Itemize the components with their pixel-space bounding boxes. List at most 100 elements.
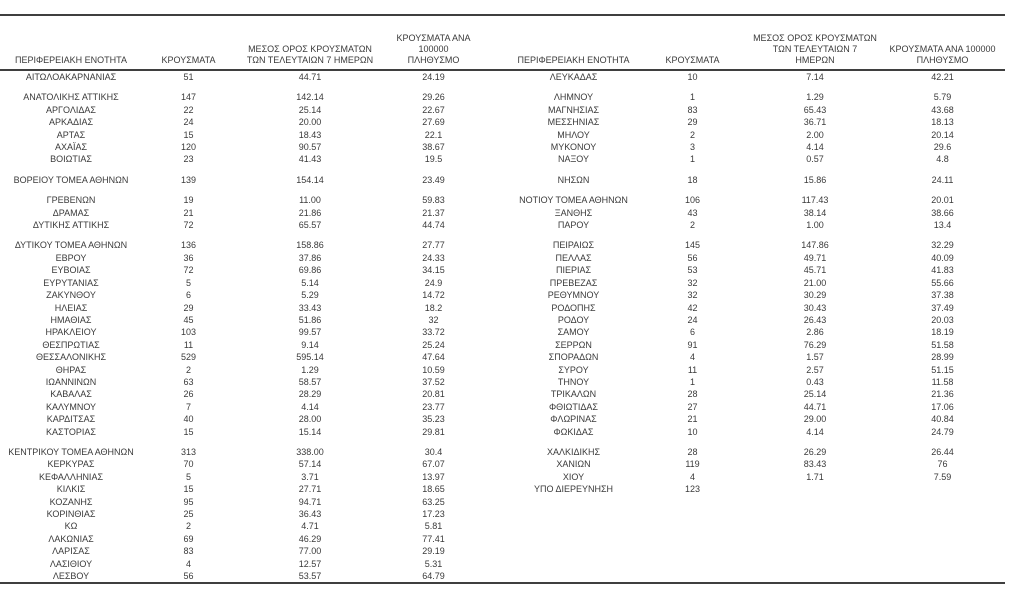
spacer-row: [0, 186, 1005, 194]
avg-7day-cases-left: 58.57: [298, 376, 322, 387]
avg-7day-cases-right: 1.00: [806, 220, 824, 231]
cases-per-100k-left: 22.67: [422, 104, 445, 115]
avg-7day-cases-left: 20.00: [298, 117, 322, 128]
cases-per-100k-left: 38.67: [422, 142, 445, 153]
cases-per-100k-right: 76: [937, 459, 948, 470]
cases-per-100k-left: 20.81: [422, 389, 445, 400]
region-name-left: ΗΡΑΚΛΕΙΟΥ: [45, 327, 97, 338]
avg-7day-cases-right: 83.43: [803, 459, 827, 470]
avg-7day-cases-left: 3.71: [301, 471, 319, 482]
cases-per-100k-left: 64.79: [422, 571, 445, 582]
cases-count-right: 10: [687, 426, 698, 437]
cases-count-left: 72: [183, 265, 194, 276]
cases-per-100k-right: 24.11: [931, 174, 954, 185]
cases-per-100k-right: 17.06: [931, 401, 954, 412]
cases-count-left: 25: [183, 509, 194, 519]
region-name-right: ΦΘΙΩΤΙΔΑΣ: [549, 401, 598, 412]
table-row: ΘΗΡΑΣ 2 1.29 10.59 ΣΥΡΟΥ 11 2.57 51.15: [0, 364, 1005, 376]
cases-per-100k-right: 38.66: [931, 207, 954, 218]
region-name-left: ΚΑΣΤΟΡΙΑΣ: [46, 426, 96, 437]
column-gap: [482, 401, 512, 413]
cases-per-100k-left: 18.2: [424, 302, 443, 313]
region-name-right: ΤΡΙΚΑΛΩΝ: [550, 389, 597, 400]
table-row: ΘΕΣΠΡΩΤΙΑΣ 11 9.14 25.24 ΣΕΡΡΩΝ 91 76.29 51.58: [0, 339, 1005, 351]
table-row: ΕΥΡΥΤΑΝΙΑΣ 5 5.14 24.9 ΠΡΕΒΕΖΑΣ 32 21.00 55.66: [0, 277, 1005, 289]
avg-7day-cases-right: 38.14: [803, 207, 827, 218]
avg-7day-cases-left: 338.00: [296, 446, 324, 457]
region-name-left: ΘΕΣΠΡΩΤΙΑΣ: [42, 339, 100, 350]
region-name-right: ΡΕΘΥΜΝΟΥ: [547, 290, 600, 301]
avg-7day-cases-right: [750, 520, 880, 532]
column-gap: [482, 153, 512, 165]
cases-per-100k-right: 51.15: [931, 364, 954, 375]
header-column-gap: [482, 15, 512, 71]
column-gap: [482, 426, 512, 438]
cases-per-100k-left: 18.65: [422, 484, 445, 495]
table-row: ΚΟΡΙΝΘΙΑΣ 25 36.43 17.23: [0, 508, 1005, 520]
cases-per-100k-left: 34.15: [422, 265, 445, 276]
regional-cases-table: ΠΕΡΙΦΕΡΕΙΑΚΗ ΕΝΟΤΗΤΑ ΚΡΟΥΣΜΑΤΑ ΜΕΣΟΣ ΟΡΟ…: [0, 14, 1005, 585]
cases-count-right: 2: [689, 220, 695, 231]
table-row: ΛΑΡΙΣΑΣ 83 77.00 29.19: [0, 545, 1005, 557]
cases-count-left: 83: [183, 546, 194, 557]
region-name-right: ΜΗΛΟΥ: [557, 129, 590, 140]
region-name-left: ΔΥΤΙΚΟΥ ΤΟΜΕΑ ΑΘΗΝΩΝ: [14, 240, 128, 251]
cases-per-100k-right: 24.79: [931, 426, 954, 437]
avg-7day-cases-left: 37.86: [298, 252, 322, 263]
region-name-right: [512, 508, 635, 520]
region-name-left: ΒΟΙΩΤΙΑΣ: [50, 154, 92, 165]
cases-per-100k-right: [880, 508, 1005, 520]
cases-per-100k-left: 22.1: [424, 129, 443, 140]
avg-7day-cases-right: 1.29: [806, 92, 824, 103]
cases-per-100k-right: [880, 558, 1005, 570]
region-name-right: ΣΠΟΡΑΔΩΝ: [548, 352, 599, 363]
region-name-left: ΚΟΡΙΝΘΙΑΣ: [46, 509, 96, 519]
cases-per-100k-left: 63.25: [422, 496, 445, 507]
cases-per-100k-left: 17.23: [422, 509, 445, 519]
cases-per-100k-right: 37.38: [931, 290, 954, 301]
column-gap: [482, 376, 512, 388]
cases-per-100k-right: 40.84: [931, 414, 954, 425]
spacer-cell: [0, 231, 1005, 239]
cases-count-left: 136: [180, 240, 197, 251]
avg-7day-cases-left: 11.00: [299, 195, 321, 206]
table-row: ΚΑΡΔΙΤΣΑΣ 40 28.00 35.23 ΦΛΩΡΙΝΑΣ 21 29.00 40.8…: [0, 413, 1005, 425]
cases-per-100k-left: 77.41: [422, 533, 445, 544]
column-gap: [482, 194, 512, 206]
cases-count-left: 23: [183, 154, 194, 165]
cases-per-100k-left: 29.81: [422, 426, 445, 437]
cases-count-left: 56: [183, 571, 194, 582]
avg-7day-cases-right: [750, 533, 880, 545]
cases-per-100k-right: 32.29: [931, 240, 954, 251]
cases-count-right: [635, 558, 750, 570]
column-gap: [482, 91, 512, 103]
avg-7day-cases-left: 44.71: [298, 72, 322, 82]
cases-count-left: 2: [185, 521, 191, 532]
cases-per-100k-left: 21.37: [422, 207, 445, 218]
column-gap: [482, 302, 512, 314]
cases-count-left: 103: [180, 327, 197, 338]
region-name-left: ΚΟΖΑΝΗΣ: [49, 496, 93, 507]
region-name-right: [512, 545, 635, 557]
region-name-left: ΑΙΤΩΛΟΑΚΑΡΝΑΝΙΑΣ: [25, 72, 117, 82]
header-cases-left: ΚΡΟΥΣΜΑΤΑ: [142, 15, 235, 71]
avg-7day-cases-left: 28.00: [298, 414, 322, 425]
cases-count-right: 4: [689, 352, 695, 363]
cases-count-right: 56: [687, 252, 698, 263]
header-cases-right: ΚΡΟΥΣΜΑΤΑ: [635, 15, 750, 71]
avg-7day-cases-right: 30.29: [803, 290, 827, 301]
avg-7day-cases-left: 595.14: [296, 352, 324, 363]
cases-per-100k-left: 24.9: [424, 277, 443, 288]
region-name-right: ΠΕΙΡΑΙΩΣ: [552, 240, 595, 251]
region-name-right: ΠΙΕΡΙΑΣ: [555, 265, 592, 276]
avg-7day-cases-left: 27.71: [298, 484, 322, 495]
column-gap: [482, 277, 512, 289]
region-name-left: ΕΒΡΟΥ: [55, 252, 87, 263]
cases-per-100k-right: 13.4: [933, 220, 952, 231]
cases-per-100k-left: 5.81: [424, 521, 443, 532]
cases-per-100k-left: 59.83: [422, 195, 445, 206]
region-name-left: ΛΑΣΙΘΙΟΥ: [49, 558, 93, 569]
cases-count-left: 7: [185, 401, 191, 412]
cases-per-100k-left: 47.64: [422, 352, 445, 363]
